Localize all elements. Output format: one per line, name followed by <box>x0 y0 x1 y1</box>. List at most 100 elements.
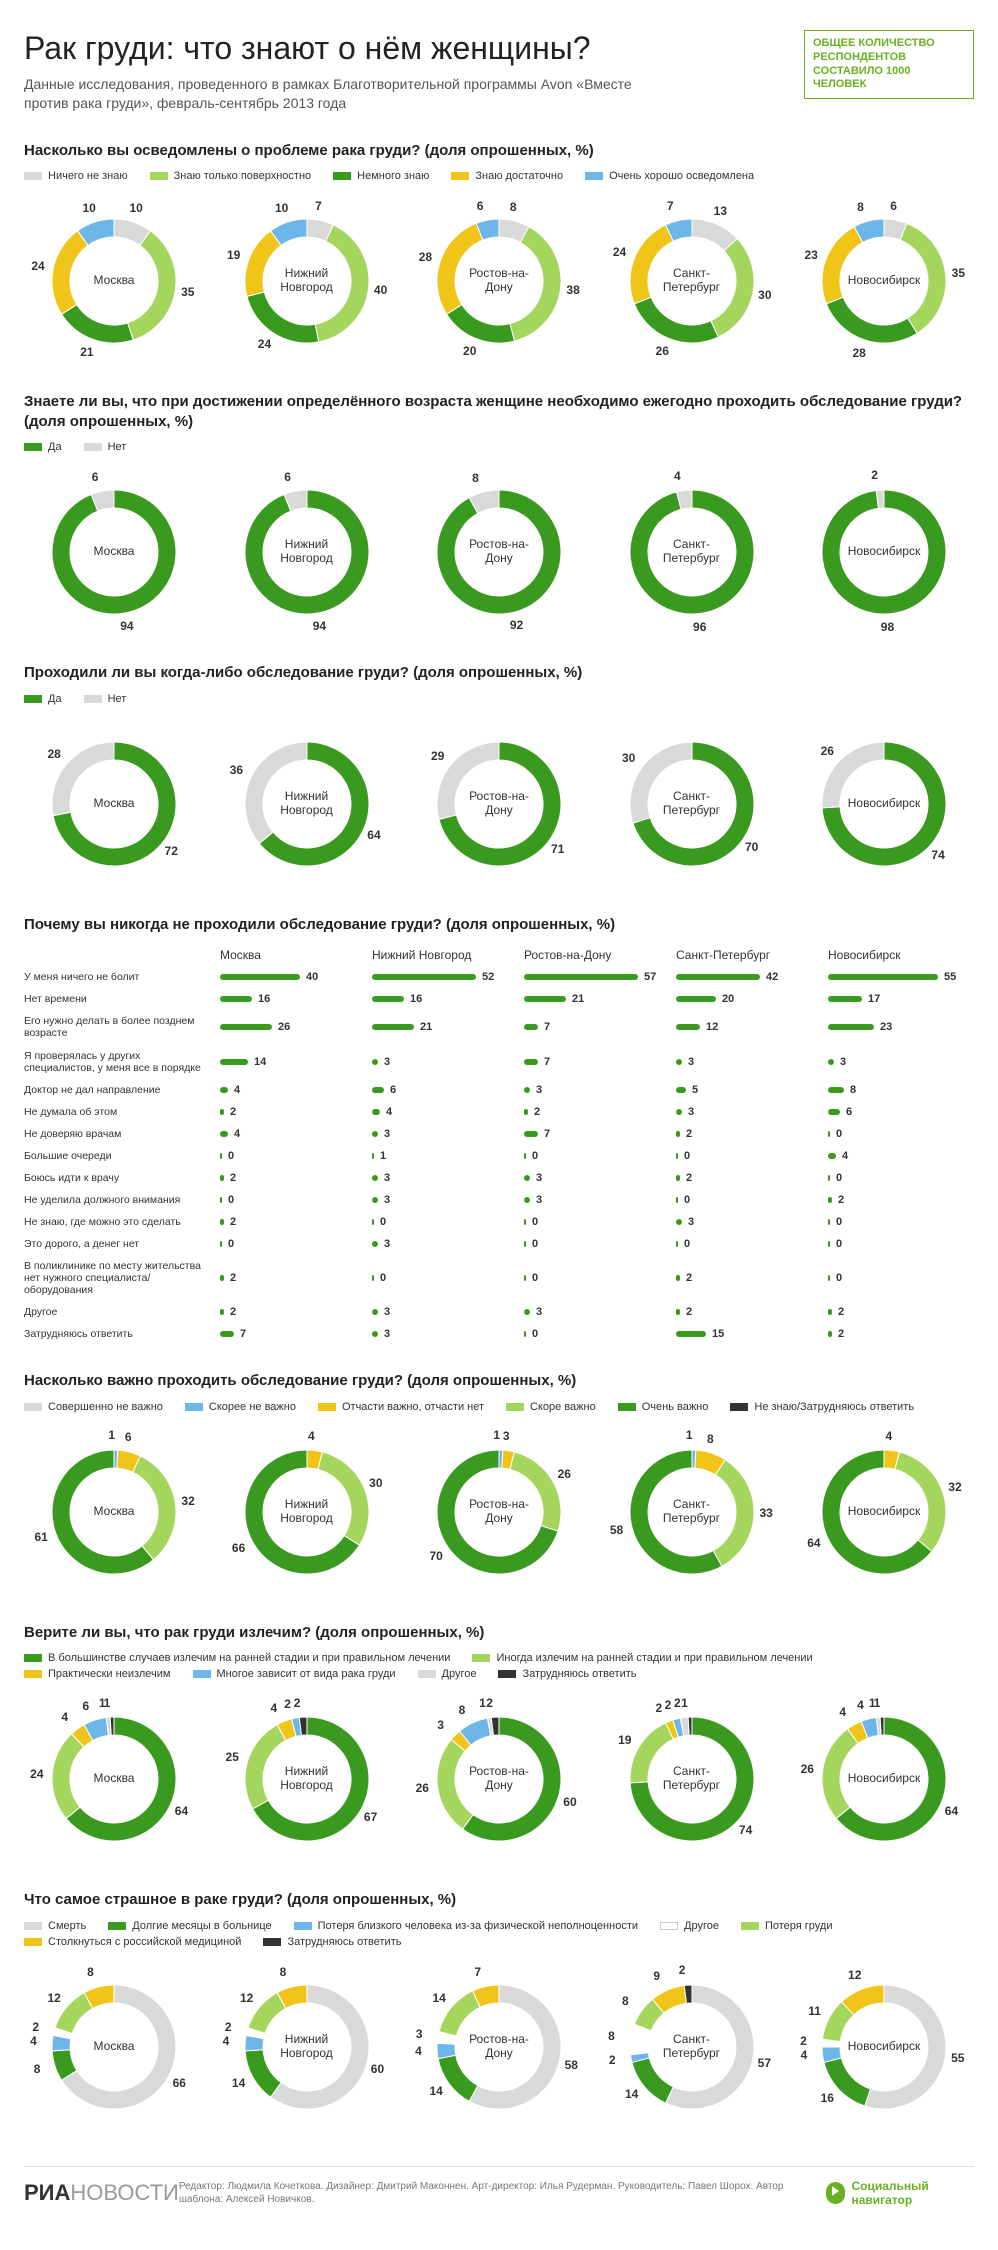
donut-chart: Москва163261 <box>24 1427 204 1597</box>
bar-row-label: Затрудняюсь ответить <box>24 1323 214 1345</box>
legend-item: Долгие месяцы в больнице <box>108 1920 271 1932</box>
bar-row-label: Боюсь идти к врачу <box>24 1167 214 1189</box>
legend-item: Знаю только поверхностно <box>150 170 312 182</box>
bar-cell: 0 <box>822 1167 974 1189</box>
bar-cell: 2 <box>214 1301 366 1323</box>
legend-item: Скорее не важно <box>185 1401 296 1413</box>
bar-cell: 0 <box>214 1233 366 1255</box>
bar-cell: 1 <box>366 1145 518 1167</box>
bar-row-label: Не знаю, где можно это сделать <box>24 1211 214 1233</box>
city-header: Санкт-Петербург <box>670 944 822 966</box>
donut-row: Москва163261 Нижний Новгород43066 Ростов… <box>24 1427 974 1597</box>
bar-cell: 57 <box>518 966 670 988</box>
donut-chart: Санкт-Петербург7030 <box>602 719 782 889</box>
question-title: Знаете ли вы, что при достижении определ… <box>24 392 974 431</box>
bar-cell: 3 <box>366 1123 518 1145</box>
bar-cell: 17 <box>822 988 974 1010</box>
donut-chart: Новосибирск43264 <box>794 1427 974 1597</box>
bar-cell: 14 <box>214 1045 366 1079</box>
bar-cell: 4 <box>366 1101 518 1123</box>
legend-item: Да <box>24 441 62 453</box>
bar-cell: 2 <box>822 1189 974 1211</box>
legend-item: Многое зависит от вида рака груди <box>193 1668 396 1680</box>
legend-item: Нет <box>84 441 127 453</box>
question-title: Почему вы никогда не проходили обследова… <box>24 915 974 935</box>
legend: СмертьДолгие месяцы в больницеПотеря бли… <box>24 1920 974 1948</box>
bar-cell: 4 <box>214 1123 366 1145</box>
donut-chart: Новосибирск63528238 <box>794 196 974 366</box>
legend-item: Другое <box>418 1668 477 1680</box>
bar-cell: 16 <box>214 988 366 1010</box>
question-title: Проходили ли вы когда-либо обследование … <box>24 663 974 683</box>
donut-row: Москва64244611 Нижний Новгород6725422 Ро… <box>24 1694 974 1864</box>
donut-chart: Нижний Новгород43066 <box>217 1427 397 1597</box>
bar-cell: 6 <box>366 1079 518 1101</box>
legend-item: Скоре важно <box>506 1401 596 1413</box>
donut-row: Москва7228 Нижний Новгород6436 Ростов-на… <box>24 719 974 889</box>
bar-cell: 0 <box>822 1233 974 1255</box>
question-title: Насколько вы осведомлены о проблеме рака… <box>24 141 974 161</box>
bar-cell: 7 <box>518 1045 670 1079</box>
bar-cell: 16 <box>366 988 518 1010</box>
donut-row: Москва66842128 Нижний Новгород601442128 … <box>24 1962 974 2132</box>
bar-cell: 3 <box>670 1211 822 1233</box>
legend-item: Затрудняюсь ответить <box>263 1936 401 1948</box>
legend-item: Не знаю/Затрудняюсь ответить <box>730 1401 914 1413</box>
bar-row-label: Это дорого, а денег нет <box>24 1233 214 1255</box>
bar-cell: 40 <box>214 966 366 988</box>
bar-row-label: В поликлинике по месту жительства нет ну… <box>24 1255 214 1301</box>
bar-cell: 42 <box>670 966 822 988</box>
legend-item: Иногда излечим на ранней стадии и при пр… <box>472 1652 812 1664</box>
bar-cell: 4 <box>214 1079 366 1101</box>
bar-cell: 3 <box>366 1233 518 1255</box>
donut-chart: Новосибирск7426 <box>794 719 974 889</box>
bar-cell: 3 <box>518 1189 670 1211</box>
city-header: Новосибирск <box>822 944 974 966</box>
legend-item: В большинстве случаев излечим на ранней … <box>24 1652 450 1664</box>
bar-row-label: У меня ничего не болит <box>24 966 214 988</box>
footer: РИАНОВОСТИ Редактор: Людмила Кочеткова. … <box>24 2166 974 2207</box>
bar-cell: 0 <box>822 1255 974 1301</box>
bar-row-label: Я проверялась у других специалистов, у м… <box>24 1045 214 1079</box>
legend-item: Ничего не знаю <box>24 170 128 182</box>
subtitle: Данные исследования, проведенного в рамк… <box>24 75 644 113</box>
legend-item: Нет <box>84 693 127 705</box>
bar-cell: 7 <box>214 1323 366 1345</box>
bar-cell: 15 <box>670 1323 822 1345</box>
donut-chart: Ростов-на-Дону928 <box>409 467 589 637</box>
donut-chart: Ростов-на-Дону581443147 <box>409 1962 589 2132</box>
question-title: Что самое страшное в раке груди? (доля о… <box>24 1890 974 1910</box>
bar-cell: 2 <box>822 1323 974 1345</box>
bar-cell: 0 <box>518 1233 670 1255</box>
ria-logo: РИАНОВОСТИ <box>24 2180 179 2206</box>
donut-chart: Нижний Новгород6725422 <box>217 1694 397 1864</box>
legend-item: Столкнуться с российской медициной <box>24 1936 241 1948</box>
bar-cell: 0 <box>366 1255 518 1301</box>
donut-chart: Новосибирск5516421112 <box>794 1962 974 2132</box>
bar-row-label: Его нужно делать в более позднем возраст… <box>24 1010 214 1044</box>
legend-item: Потеря близкого человека из-за физическо… <box>294 1920 638 1932</box>
bar-cell: 3 <box>518 1079 670 1101</box>
donut-chart: Санкт-Петербург183358 <box>602 1427 782 1597</box>
bar-cell: 2 <box>214 1101 366 1123</box>
bar-cell: 3 <box>366 1323 518 1345</box>
page-title: Рак груди: что знают о нём женщины? <box>24 30 644 67</box>
bar-cell: 2 <box>822 1301 974 1323</box>
bar-cell: 3 <box>366 1301 518 1323</box>
legend-item: Очень хорошо осведомлена <box>585 170 754 182</box>
donut-chart: Нижний Новгород946 <box>217 467 397 637</box>
donut-chart: Москва1035212410 <box>24 196 204 366</box>
bar-cell: 0 <box>366 1211 518 1233</box>
bar-cell: 0 <box>518 1145 670 1167</box>
bar-cell: 23 <box>822 1010 974 1044</box>
legend-item: Отчасти важно, отчасти нет <box>318 1401 484 1413</box>
donut-row: Москва1035212410 Нижний Новгород74024191… <box>24 196 974 366</box>
legend-item: Очень важно <box>618 1401 709 1413</box>
respondents-badge: ОБЩЕЕ КОЛИЧЕСТВО РЕСПОНДЕНТОВ СОСТАВИЛО … <box>804 30 974 99</box>
bar-cell: 0 <box>670 1233 822 1255</box>
bar-cell: 2 <box>214 1211 366 1233</box>
legend: Совершенно не важноСкорее не важноОтчаст… <box>24 1401 974 1413</box>
legend: Ничего не знаю Знаю только поверхностно Не… <box>24 170 974 182</box>
donut-chart: Санкт-Петербург964 <box>602 467 782 637</box>
legend-item: Немного знаю <box>333 170 429 182</box>
